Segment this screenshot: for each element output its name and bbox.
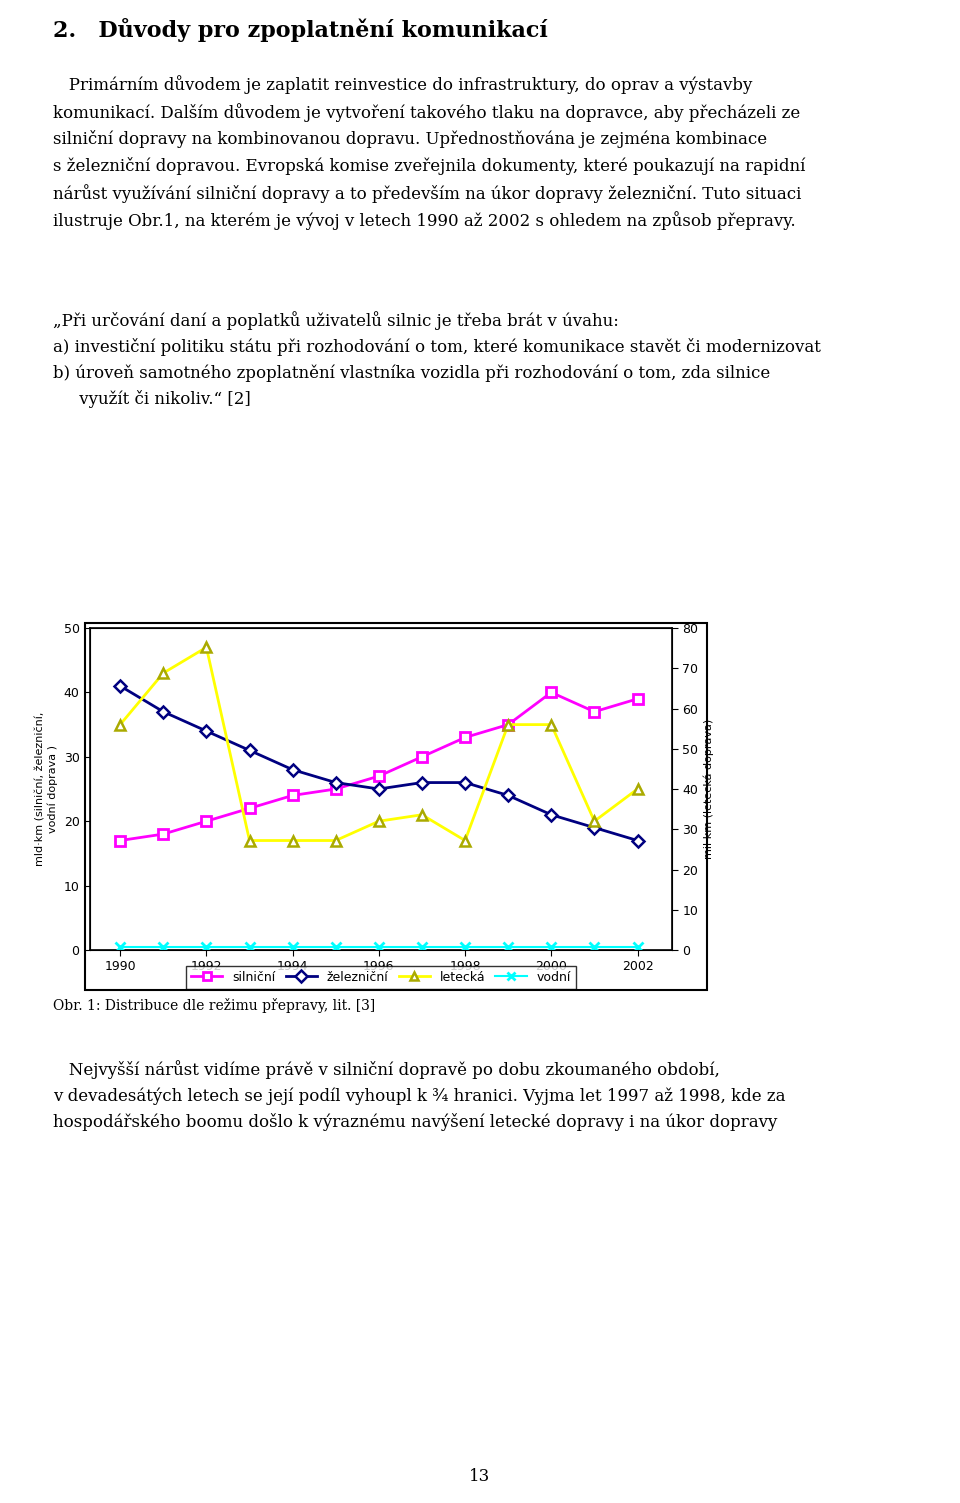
Legend: silniční, železniční, letecká, vodní: silniční, železniční, letecká, vodní xyxy=(186,966,576,989)
Text: 13: 13 xyxy=(469,1468,491,1485)
Text: Obr. 1: Distribuce dle režimu přepravy, lit. [3]: Obr. 1: Distribuce dle režimu přepravy, … xyxy=(53,998,375,1013)
Y-axis label: mld·km (silniční, železniční,
vodní doprava ): mld·km (silniční, železniční, vodní dopr… xyxy=(36,712,58,866)
Text: Primárním důvodem je zaplatit reinvestice do infrastruktury, do oprav a výstavby: Primárním důvodem je zaplatit reinvestic… xyxy=(53,75,805,230)
Text: Nejvyšší nárůst vidíme právě v silniční dopravě po dobu zkoumaného období,
v dev: Nejvyšší nárůst vidíme právě v silniční … xyxy=(53,1060,785,1130)
Text: 2. Důvody pro zpoplatnění komunikací: 2. Důvody pro zpoplatnění komunikací xyxy=(53,18,547,42)
Y-axis label: mil·km (letecká doprava): mil·km (letecká doprava) xyxy=(704,718,714,860)
Text: „Při určování daní a poplatků uživatelů silnic je třeba brát v úvahu:
a) investi: „Při určování daní a poplatků uživatelů … xyxy=(53,311,821,409)
